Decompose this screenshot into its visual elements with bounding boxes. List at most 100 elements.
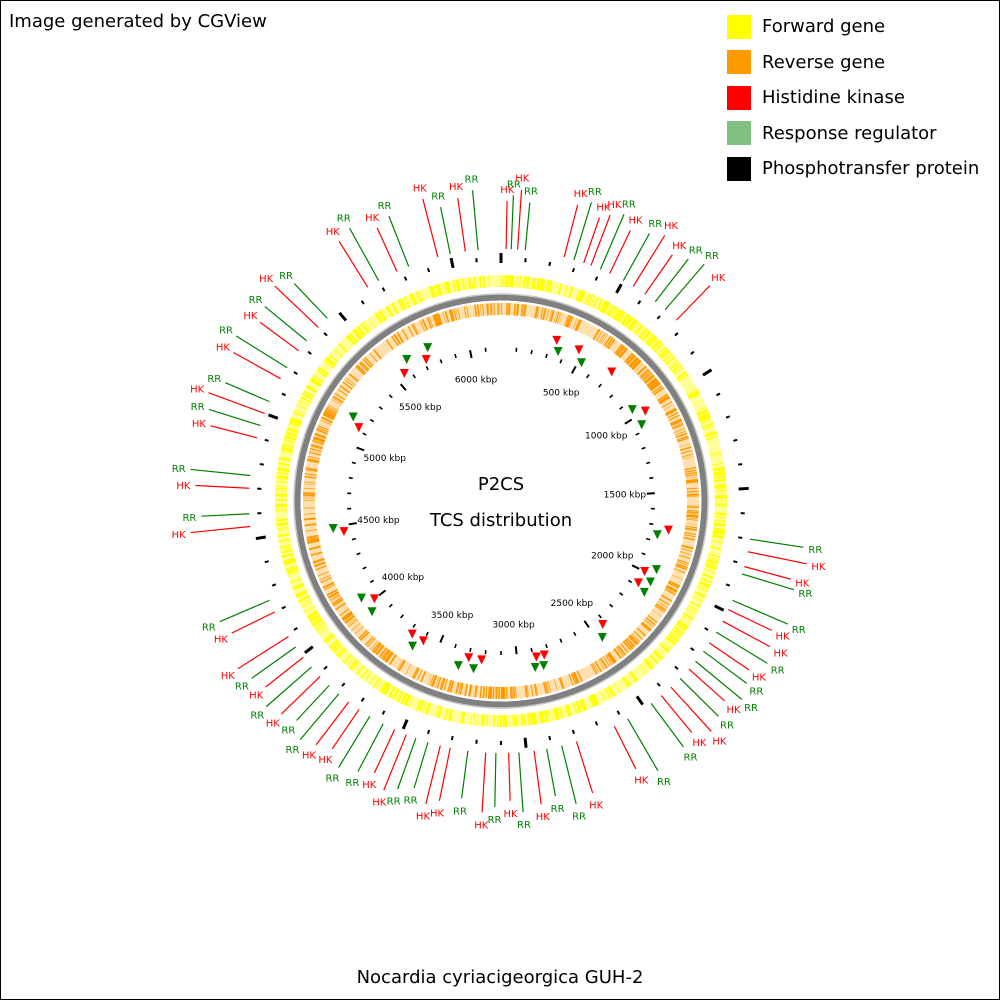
outer-tick [738,486,749,491]
hk-leader-line [233,351,281,380]
forward-gene [669,631,681,640]
rr-label: RR [517,820,531,831]
forward-gene [698,581,711,589]
hk-leader-line [195,484,250,489]
rr-label: RR [808,545,822,556]
forward-gene [378,680,386,692]
forward-gene [461,278,465,291]
forward-gene [447,281,452,293]
reverse-gene [591,663,599,674]
reverse-gene [317,425,330,431]
rr-label: RR [286,745,300,756]
hk-label: HK [574,189,589,200]
reverse-gene [547,680,552,693]
forward-gene [682,612,694,621]
reverse-gene [413,323,420,335]
outer-tick [690,647,695,652]
reverse-gene [366,637,375,647]
forward-gene [388,686,396,698]
reverse-gene [604,654,613,666]
ruler-tick [369,418,375,423]
outer-tick [307,350,312,355]
reverse-gene [664,588,676,596]
forward-gene [711,535,725,539]
hk-leader-line [210,425,258,439]
hk-label: HK [629,216,644,227]
forward-gene [591,694,598,706]
forward-gene [425,702,432,715]
rr-leader-line [654,258,689,303]
reverse-gene [522,304,526,317]
forward-gene [338,343,348,353]
rr-marker [348,412,358,422]
reverse-gene [325,407,337,415]
reverse-gene [526,685,530,698]
reverse-gene [402,329,409,340]
hk-leader-line [438,747,451,801]
forward-gene [516,275,518,288]
rr-leader-line [349,227,380,281]
forward-gene [473,276,477,289]
forward-gene [386,305,394,317]
forward-gene [533,277,537,290]
forward-gene [558,706,564,719]
hk-leader-line [708,642,750,671]
reverse-gene [523,304,527,317]
rr-leader-line [201,513,250,517]
forward-gene [599,690,607,702]
forward-gene [663,353,674,363]
reverse-gene [438,313,443,325]
reverse-gene [327,591,339,598]
reverse-gene [603,335,612,347]
forward-gene [692,596,704,603]
forward-gene [520,713,524,727]
tcs-feature-markers [328,335,673,674]
hk-label: HK [372,797,387,808]
forward-gene [607,686,615,698]
credit-text: Image generated by CGView [9,11,267,32]
forward-gene [293,411,305,418]
forward-gene [713,479,727,483]
ruler-tick [631,564,640,570]
forward-gene [563,284,569,297]
rr-leader-line [494,752,497,807]
forward-gene [711,462,724,466]
outer-tick [523,737,528,748]
ruler-tick [619,592,624,596]
forward-gene [642,331,652,342]
rr-marker [652,530,662,540]
ruler-tick [635,432,640,436]
forward-gene [634,324,643,335]
reverse-gene [488,686,491,699]
reverse-gene [374,348,383,359]
forward-gene [295,589,307,596]
forward-gene [379,681,388,693]
forward-gene [659,349,670,359]
forward-gene [525,276,528,289]
reverse-gene [686,518,699,521]
hk-label: HK [634,776,649,787]
forward-gene [704,431,717,438]
rr-label: RR [172,464,186,475]
outer-tick [702,368,713,377]
rr-label: RR [657,777,671,788]
forward-gene [283,558,296,564]
forward-gene [714,516,727,519]
forward-gene [324,357,336,368]
rr-marker [328,523,338,533]
reverse-gene [305,468,318,472]
forward-gene [609,306,617,317]
rr-marker [402,355,412,365]
reverse-gene [685,525,698,529]
reverse-gene [307,538,320,543]
genome-backbone-highlight [293,293,709,709]
forward-gene [545,279,550,292]
forward-gene [306,384,318,393]
reverse-gene [680,449,693,455]
reverse-gene [427,673,433,685]
forward-gene [290,418,302,425]
ruler-tick [583,620,590,628]
reverse-gene [385,652,394,663]
reverse-gene [449,309,454,322]
forward-gene [286,566,298,573]
